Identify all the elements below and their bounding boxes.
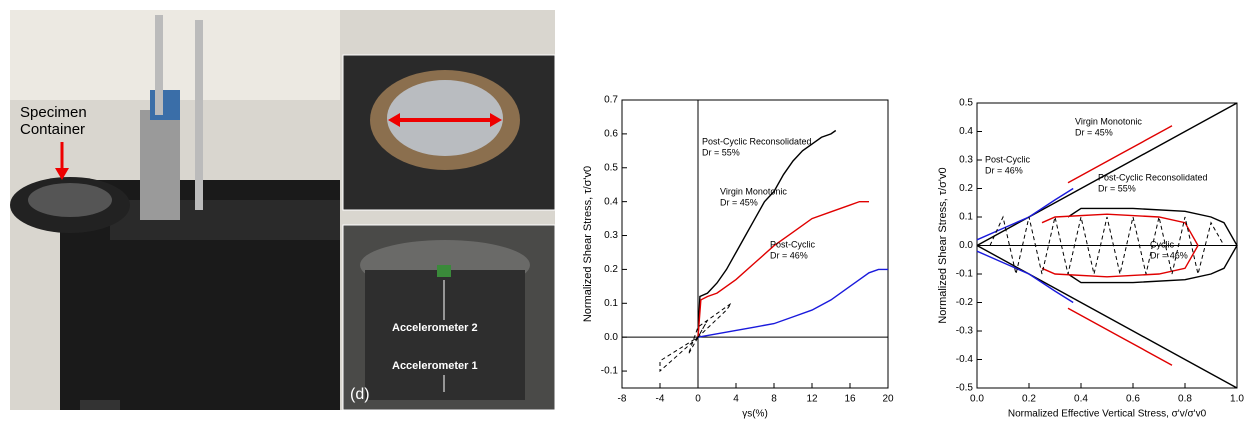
- y-tick-label: 0.7: [604, 95, 618, 106]
- x-tick-label: 0.6: [1126, 394, 1140, 405]
- y-tick-label: -0.4: [956, 354, 974, 365]
- annotation: Dr = 55%: [1098, 183, 1136, 193]
- data-line: [1041, 213, 1199, 278]
- y-tick-label: 0.4: [604, 196, 618, 207]
- y-tick-label: 0.1: [604, 298, 618, 309]
- x-tick-label: 16: [844, 394, 856, 405]
- data-line: [697, 129, 837, 338]
- photo-label: (d): [350, 386, 370, 403]
- y-tick-label: 0.2: [959, 183, 973, 194]
- data-line: [976, 244, 1238, 389]
- annotation: Dr = 45%: [720, 197, 758, 207]
- annotation: Virgin Monotonic: [720, 186, 787, 196]
- y-tick-label: 0.3: [604, 230, 618, 241]
- annotation: Post-Cyclic Reconsolidated: [702, 136, 812, 146]
- y-tick-label: 0.0: [959, 240, 973, 251]
- y-tick-label: 0.1: [959, 212, 973, 223]
- x-tick-label: 0: [695, 394, 701, 405]
- y-tick-label: 0.5: [604, 162, 618, 173]
- annotation: Dr = 46%: [985, 165, 1023, 175]
- data-line: [697, 268, 888, 338]
- data-line: [1067, 125, 1173, 184]
- y-tick-label: 0.5: [959, 98, 973, 109]
- annotation: Cyclic: [1150, 239, 1174, 249]
- x-axis-label: γs(%): [742, 409, 768, 420]
- y-tick-label: 0.6: [604, 129, 618, 140]
- y-tick-label: -0.3: [956, 326, 974, 337]
- x-tick-label: 0.4: [1074, 394, 1088, 405]
- y-tick-label: 0.2: [604, 264, 618, 275]
- y-tick-label: 0.4: [959, 126, 973, 137]
- annotation: Dr = 45%: [1075, 127, 1113, 137]
- data-line: [1067, 307, 1173, 366]
- data-line: [1067, 207, 1238, 284]
- plot-frame: [621, 99, 889, 389]
- annotation: Post-Cyclic: [985, 154, 1031, 164]
- photo: [10, 10, 556, 411]
- x-axis-label: Normalized Effective Vertical Stress, σ'…: [1008, 409, 1207, 420]
- x-tick-label: 4: [733, 394, 739, 405]
- x-tick-label: 8: [771, 394, 777, 405]
- x-tick-label: 20: [882, 394, 894, 405]
- y-axis-label: Normalized Shear Stress, τ/σ'v0: [937, 167, 949, 323]
- data-line: [697, 200, 869, 338]
- annotation: Virgin Monotonic: [1075, 116, 1142, 126]
- annotation: Post-Cyclic Reconsolidated: [1098, 172, 1208, 182]
- y-tick-label: 0.3: [959, 155, 973, 166]
- y-tick-label: -0.1: [956, 269, 974, 280]
- photo-label: Specimen Container: [20, 104, 87, 138]
- y-tick-label: 0.0: [604, 332, 618, 343]
- data-line: [659, 302, 732, 373]
- annotation: Dr = 46%: [1150, 250, 1188, 260]
- x-tick-label: 0.0: [970, 394, 984, 405]
- annotation: Dr = 46%: [770, 250, 808, 260]
- photo-label: Accelerometer 2: [392, 322, 478, 334]
- photo-label: Accelerometer 1: [392, 360, 478, 372]
- x-tick-label: -8: [618, 394, 627, 405]
- data-line: [976, 250, 1074, 304]
- y-tick-label: -0.2: [956, 297, 974, 308]
- x-tick-label: 12: [806, 394, 818, 405]
- x-tick-label: 1.0: [1230, 394, 1244, 405]
- x-tick-label: 0.8: [1178, 394, 1192, 405]
- annotation: Dr = 55%: [702, 147, 740, 157]
- y-tick-label: -0.5: [956, 383, 974, 394]
- annotation: Post-Cyclic: [770, 239, 816, 249]
- x-tick-label: 0.2: [1022, 394, 1036, 405]
- data-line: [989, 215, 1225, 275]
- y-tick-label: -0.1: [601, 366, 619, 377]
- x-tick-label: -4: [656, 394, 665, 405]
- y-axis-label: Normalized Shear Stress, τ/σ'v0: [582, 166, 594, 322]
